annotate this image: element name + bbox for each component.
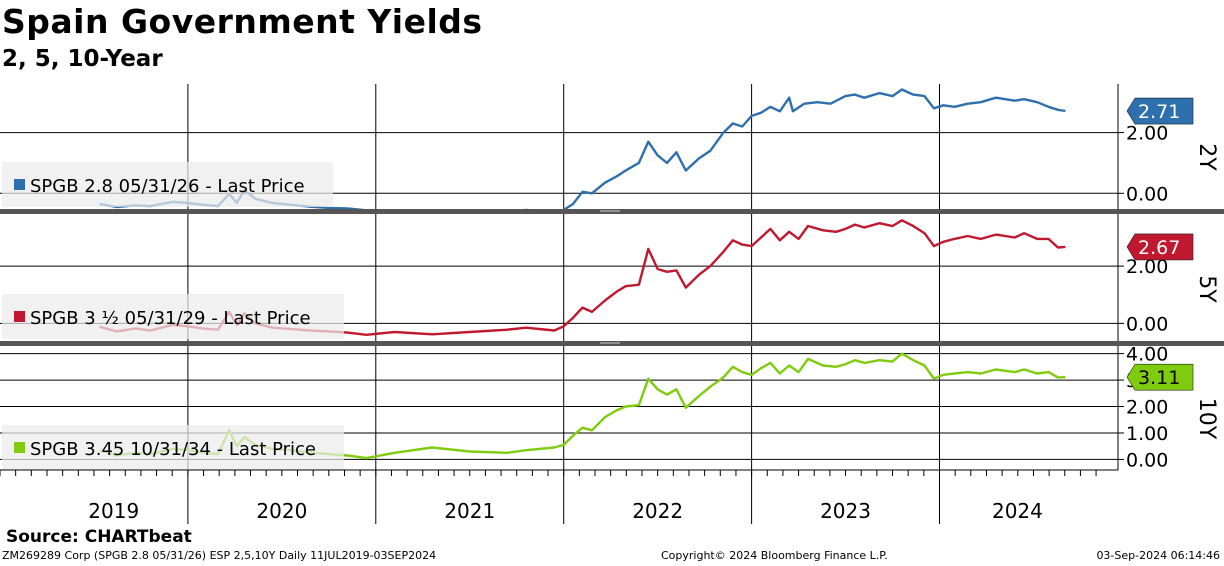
source-note: Source: CHARTbeat — [6, 527, 192, 547]
last-value-tag-10Y — [1126, 363, 1194, 391]
tick-label-10Y-4: 4.00 — [1126, 344, 1168, 366]
panel-label-5Y: 5Y — [1194, 275, 1219, 303]
footer-security-info: ZM269289 Corp (SPGB 2.8 05/31/26) ESP 2,… — [2, 549, 437, 562]
year-label-2019: 2019 — [88, 499, 139, 523]
tick-label-10Y-0: 0.00 — [1126, 449, 1168, 471]
year-label-2021: 2021 — [444, 499, 495, 523]
year-label-2023: 2023 — [820, 499, 871, 523]
legend-swatch-5Y — [14, 311, 25, 322]
footer-copyright: Copyright© 2024 Bloomberg Finance L.P. — [661, 549, 888, 562]
panel-label-2Y: 2Y — [1194, 143, 1219, 171]
legend-label-10Y: SPGB 3.45 10/31/34 - Last Price — [30, 439, 316, 460]
last-value-tag-2Y — [1126, 97, 1194, 125]
last-value-label-10Y: 3.11 — [1138, 367, 1180, 389]
tick-label-10Y-1: 1.00 — [1126, 423, 1168, 445]
legend-swatch-10Y — [14, 442, 25, 453]
year-label-2020: 2020 — [256, 499, 307, 523]
legend-label-2Y: SPGB 2.8 05/31/26 - Last Price — [30, 176, 305, 197]
footer-timestamp: 03-Sep-2024 06:14:46 — [1096, 549, 1220, 562]
legend-box-5Y — [2, 294, 344, 339]
chart-title: Spain Government Yields — [2, 2, 483, 41]
last-value-tag-5Y — [1126, 233, 1194, 261]
panel-label-10Y: 10Y — [1194, 398, 1219, 440]
legend-swatch-2Y — [14, 179, 25, 190]
legend-box-2Y — [2, 162, 333, 207]
year-label-2022: 2022 — [632, 499, 683, 523]
legend-label-5Y: SPGB 3 ½ 05/31/29 - Last Price — [30, 308, 311, 329]
last-value-label-5Y: 2.67 — [1138, 237, 1180, 259]
legend-box-10Y — [2, 425, 344, 470]
last-value-label-2Y: 2.71 — [1138, 101, 1180, 123]
tick-label-2Y-0: 0.00 — [1126, 183, 1168, 205]
year-label-2024: 2024 — [992, 499, 1043, 523]
tick-label-5Y-1: 2.00 — [1126, 256, 1168, 278]
tick-label-5Y-0: 0.00 — [1126, 313, 1168, 335]
chart-subtitle: 2, 5, 10-Year — [2, 46, 163, 72]
tick-label-10Y-2: 2.00 — [1126, 397, 1168, 419]
tick-label-2Y-1: 2.00 — [1126, 123, 1168, 145]
